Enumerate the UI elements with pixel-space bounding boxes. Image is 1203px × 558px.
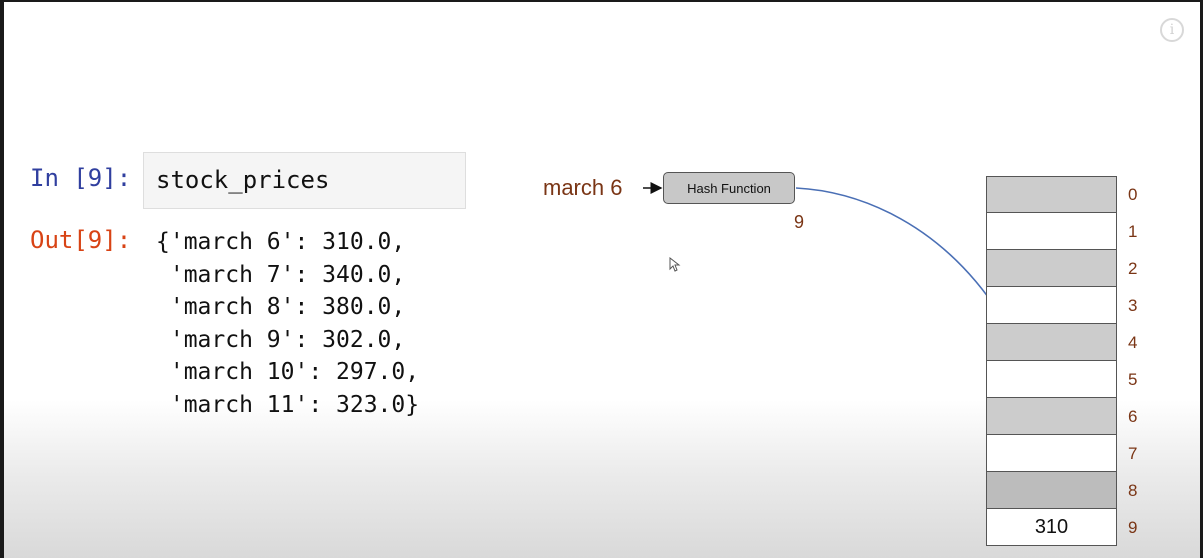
output-line: 'march 10': 297.0, [156, 359, 420, 385]
input-prompt: In [9]: [30, 164, 132, 192]
bucket [986, 472, 1117, 509]
frame-right-edge [1200, 0, 1203, 558]
bucket-index: 8 [1128, 481, 1138, 500]
bucket-index: 6 [1128, 407, 1138, 426]
bucket-index: 5 [1128, 370, 1138, 389]
bucket-index: 1 [1128, 222, 1138, 241]
output-line: {'march 6': 310.0, [156, 229, 406, 255]
bucket [986, 176, 1117, 213]
output-line: 'march 8': 380.0, [156, 294, 406, 320]
output-line: 'march 7': 340.0, [156, 261, 406, 288]
output-line: 'march 11': 323.0} [156, 391, 420, 418]
bucket [986, 287, 1117, 324]
hash-function-box: Hash Function [663, 172, 795, 204]
bucket-index-labels: 0 1 2 3 4 5 6 7 8 9 [1128, 176, 1137, 546]
bucket-index: 2 [1128, 259, 1138, 278]
bucket [986, 250, 1117, 287]
bucket [986, 213, 1117, 250]
bucket [986, 324, 1117, 361]
bucket: 310 [986, 509, 1117, 546]
output-line: 'march 9': 302.0, [156, 326, 406, 353]
info-icon[interactable]: i [1160, 18, 1184, 42]
bucket-index: 9 [1128, 518, 1138, 537]
bucket-index: 3 [1128, 296, 1138, 315]
bucket [986, 398, 1117, 435]
code-cell-input[interactable]: stock_prices [143, 152, 466, 209]
bucket-index: 7 [1128, 444, 1138, 463]
mouse-cursor-icon [669, 257, 681, 272]
bucket [986, 435, 1117, 472]
code-text: stock_prices [156, 166, 330, 194]
bucket-index: 0 [1128, 185, 1138, 204]
bucket-index: 4 [1128, 333, 1138, 352]
hash-result: 9 [794, 212, 805, 232]
cell-output: {'march 6': 310.0, 'march 7': 340.0, 'ma… [156, 226, 419, 421]
key-label: march 6 [543, 175, 623, 200]
frame-top-edge [0, 0, 1203, 2]
frame-left-edge [0, 0, 4, 558]
output-prompt: Out[9]: [30, 226, 132, 254]
bucket-array: 310 [986, 176, 1117, 546]
bucket [986, 361, 1117, 398]
